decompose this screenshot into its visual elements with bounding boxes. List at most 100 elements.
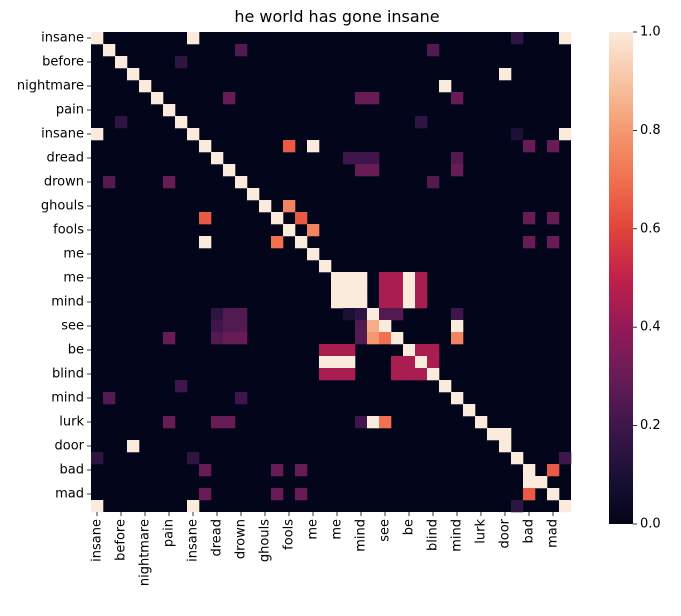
heatmap-cell [199, 464, 212, 477]
heatmap-cell [415, 368, 428, 381]
heatmap-cell [271, 488, 284, 501]
heatmap-cell [235, 308, 248, 321]
x-tick-label: be [402, 519, 417, 535]
heatmap-cell [331, 356, 344, 369]
y-tick-label: ghouls [41, 199, 84, 214]
heatmap-cell [283, 200, 296, 213]
x-tick-label: fools [282, 519, 297, 550]
heatmap-cell [343, 284, 356, 297]
colorbar-gradient [609, 32, 633, 524]
heatmap-cell [175, 380, 188, 393]
heatmap-cell [319, 356, 332, 369]
heatmap-cell [223, 332, 236, 345]
heatmap-cell [487, 428, 500, 441]
x-tick-label: ghouls [258, 519, 273, 562]
heatmap-cell [331, 272, 344, 285]
heatmap-cell [451, 92, 464, 105]
heatmap-cell [355, 320, 368, 333]
x-tick-label: insane [186, 519, 201, 562]
colorbar-ticks: 0.0 0.2 0.4 0.6 0.8 1.0 [633, 25, 661, 532]
heatmap-cell [379, 272, 392, 285]
heatmap-cell [415, 284, 428, 297]
heatmap-cell [331, 296, 344, 309]
heatmap-cell [223, 416, 236, 429]
heatmap-cell [391, 272, 404, 285]
heatmap-cell [367, 152, 380, 165]
heatmap-cell [415, 116, 428, 129]
x-tick-label: me [306, 519, 321, 540]
heatmap-cell [451, 392, 464, 405]
heatmap-cell [343, 272, 356, 285]
heatmap-cell [211, 332, 224, 345]
heatmap-cell [427, 368, 440, 381]
heatmap-area [91, 32, 572, 513]
heatmap-cell [403, 368, 416, 381]
heatmap-cell [547, 236, 560, 249]
y-tick-label: dread [46, 151, 84, 166]
heatmap-cell [247, 188, 260, 201]
heatmap-cell [343, 152, 356, 165]
heatmap-cell [283, 140, 296, 153]
heatmap-cell [511, 500, 524, 513]
heatmap-cell [451, 308, 464, 321]
x-tick-label: before [114, 519, 129, 561]
heatmap-cell [295, 488, 308, 501]
heatmap-cell [415, 344, 428, 357]
heatmap-cell [343, 368, 356, 381]
colorbar-tick-label: 0.2 [640, 418, 661, 433]
heatmap-cell [223, 164, 236, 177]
x-tick-label: drown [234, 519, 249, 559]
heatmap-cell [91, 128, 104, 141]
heatmap-cell [355, 164, 368, 177]
heatmap-cell [523, 488, 536, 501]
heatmap-cell [379, 284, 392, 297]
heatmap-cell [211, 320, 224, 333]
heatmap-cell [271, 212, 284, 225]
heatmap-cell [331, 344, 344, 357]
heatmap-cell [559, 32, 572, 45]
heatmap-cell [103, 392, 116, 405]
heatmap-cell [355, 152, 368, 165]
x-tick-label: lurk [474, 519, 489, 544]
heatmap-cell [307, 140, 320, 153]
heatmap-cell [259, 200, 272, 213]
heatmap-cell [403, 284, 416, 297]
heatmap-cell [187, 32, 200, 45]
heatmap-cell [427, 356, 440, 369]
x-tick-label: door [498, 518, 513, 548]
y-tick-label: lurk [59, 415, 84, 430]
heatmap-cell [391, 368, 404, 381]
heatmap-cell [511, 452, 524, 465]
heatmap-cell [547, 464, 560, 477]
y-tick-label: nightmare [17, 79, 84, 94]
heatmap-cell [115, 116, 128, 129]
heatmap-cell [499, 68, 512, 81]
y-tick-label: mind [51, 391, 84, 406]
heatmap-cell [91, 32, 104, 45]
heatmap-cell [523, 212, 536, 225]
heatmap-cell [199, 212, 212, 225]
heatmap-cell [379, 320, 392, 333]
heatmap-cell [427, 176, 440, 189]
colorbar-tick-label: 1.0 [640, 25, 661, 40]
heatmap-cell [127, 440, 140, 453]
heatmap-cell [115, 56, 128, 69]
heatmap-cell [523, 236, 536, 249]
heatmap-cell [523, 476, 536, 489]
heatmap-cell [163, 176, 176, 189]
heatmap-cell [379, 416, 392, 429]
heatmap-cell [199, 236, 212, 249]
heatmap-cell [295, 464, 308, 477]
x-tick-label: mind [354, 519, 369, 552]
heatmap-cell [391, 332, 404, 345]
heatmap-cell [355, 416, 368, 429]
heatmap-cell [319, 368, 332, 381]
heatmap-cell [391, 284, 404, 297]
heatmap-cell [379, 332, 392, 345]
x-tick-label: mad [546, 519, 561, 548]
heatmap-cell [163, 104, 176, 117]
y-tick-label: drown [44, 175, 84, 190]
heatmap-cell [391, 296, 404, 309]
heatmap-cell [343, 344, 356, 357]
heatmap-cell [163, 332, 176, 345]
